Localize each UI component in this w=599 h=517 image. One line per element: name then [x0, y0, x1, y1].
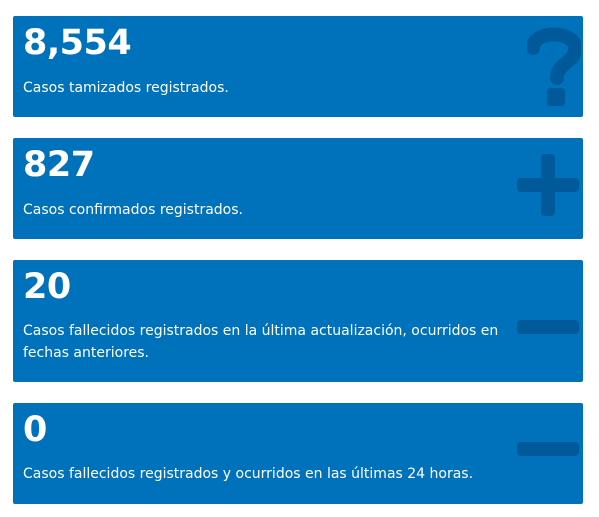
stat-label: Casos confirmados registrados.: [23, 202, 243, 218]
stat-card-deaths-24h: 0 Casos fallecidos registrados y ocurrid…: [13, 403, 583, 504]
stat-value: 827: [23, 145, 95, 185]
stat-value: 0: [23, 410, 47, 450]
stat-label: Casos fallecidos registrados y ocurridos…: [23, 466, 474, 482]
question-icon: [527, 27, 581, 106]
stat-card-confirmed: 827 Casos confirmados registrados.: [13, 138, 583, 239]
stat-value: 20: [23, 267, 71, 307]
stat-label: Casos tamizados registrados.: [23, 80, 229, 96]
stat-label: Casos fallecidos registrados en la últim…: [23, 323, 499, 361]
stat-card-deaths-previous: 20 Casos fallecidos registrados en la úl…: [13, 260, 583, 382]
stat-card-screened: 8,554 Casos tamizados registrados.: [13, 16, 583, 117]
minus-icon: [517, 442, 579, 456]
plus-icon: [517, 154, 579, 216]
stat-value: 8,554: [23, 23, 132, 63]
minus-icon: [517, 320, 579, 334]
